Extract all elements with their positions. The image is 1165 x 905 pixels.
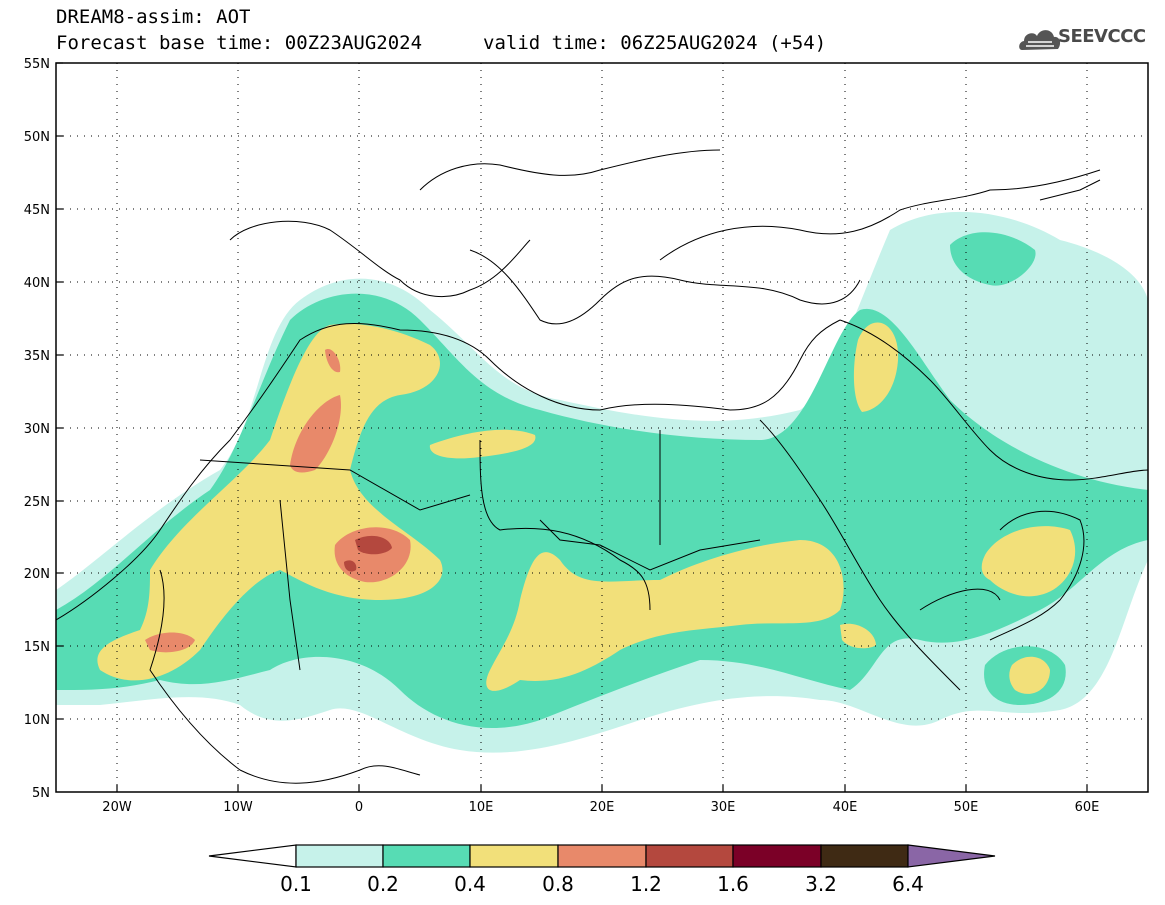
forecast-time-line: Forecast base time: 00Z23AUG2024 valid ti…: [56, 32, 826, 54]
colorbar-labels: 0.1 0.2 0.4 0.8 1.2 1.6 3.2 6.4: [280, 872, 924, 896]
lat-label: 20N: [24, 567, 50, 582]
colorbar-segment: [820, 844, 909, 868]
tick-marks: [56, 62, 1088, 792]
colorbar-label: 0.4: [454, 872, 486, 896]
colorbar-segment: [645, 844, 734, 868]
lat-label: 45N: [24, 203, 50, 218]
model-title: DREAM8-assim: AOT: [56, 6, 251, 28]
lon-label: 50E: [954, 800, 979, 815]
lon-label: 0: [355, 800, 363, 815]
longitude-labels: 20W 10W 0 10E 20E 30E 40E 50E 60E: [102, 800, 1099, 815]
colorbar-segment: [382, 844, 471, 868]
colorbar-segment: [557, 844, 647, 868]
lon-label: 40E: [833, 800, 858, 815]
colorbar-upper-arrow: [907, 844, 996, 868]
lon-label: 10W: [223, 800, 253, 815]
lat-label: 35N: [24, 349, 50, 364]
colorbar-label: 1.2: [630, 872, 662, 896]
lon-label: 10E: [469, 800, 494, 815]
colorbar: [208, 844, 996, 868]
colorbar-label: 0.1: [280, 872, 312, 896]
lon-label: 60E: [1075, 800, 1100, 815]
colorbar-label: 0.8: [542, 872, 574, 896]
base-time: Forecast base time: 00Z23AUG2024: [56, 32, 423, 54]
colorbar-label: 6.4: [892, 872, 924, 896]
aot-shading: [56, 211, 1148, 753]
colorbar-segment: [732, 844, 822, 868]
colorbar-segment: [469, 844, 559, 868]
lat-label: 10N: [24, 713, 50, 728]
lon-label: 20W: [102, 800, 132, 815]
colorbar-label: 1.6: [717, 872, 749, 896]
colorbar-label: 3.2: [805, 872, 837, 896]
lat-label: 15N: [24, 640, 50, 655]
coastlines: [56, 149, 1148, 784]
logo-text: SEEVCCC: [1058, 26, 1146, 47]
colorbar-lower-arrow: [208, 844, 297, 868]
lon-label: 30E: [711, 800, 736, 815]
lat-label: 50N: [24, 130, 50, 145]
lon-label: 20E: [590, 800, 615, 815]
valid-time: valid time: 06Z25AUG2024 (+54): [483, 32, 827, 54]
lat-label: 55N: [24, 57, 50, 72]
seevccc-cloud-logo-icon: [1019, 30, 1061, 50]
lat-label: 25N: [24, 495, 50, 510]
lat-label: 5N: [32, 786, 50, 801]
graticule: [56, 63, 1148, 792]
latitude-labels: 55N 50N 45N 40N 35N 30N 25N 20N 15N 10N …: [24, 57, 50, 801]
lat-label: 30N: [24, 422, 50, 437]
colorbar-segment: [295, 844, 384, 868]
lat-label: 40N: [24, 276, 50, 291]
colorbar-label: 0.2: [367, 872, 399, 896]
